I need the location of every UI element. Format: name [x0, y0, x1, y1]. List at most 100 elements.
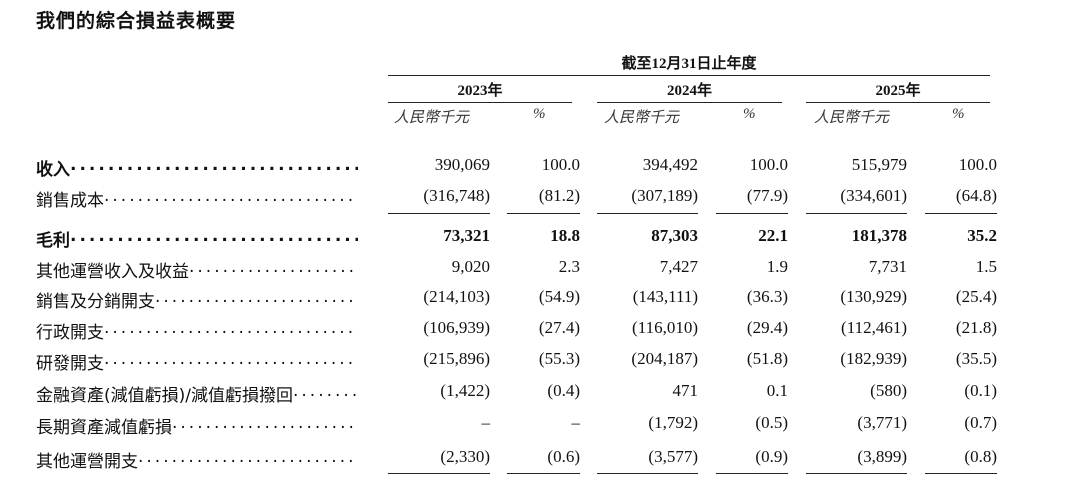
cell: (143,111)	[632, 287, 698, 306]
rule	[925, 213, 997, 214]
row-label: 銷售及分銷開支	[36, 287, 358, 312]
cell: (21.8)	[955, 318, 997, 337]
cell: (0.8)	[964, 447, 997, 466]
column-unit: %	[743, 106, 756, 122]
cell: (77.9)	[746, 186, 788, 205]
dot-leader	[155, 287, 358, 312]
cell: 100.0	[749, 155, 788, 174]
cell: (29.4)	[746, 318, 788, 337]
row-label: 研發開支	[36, 349, 358, 374]
cell: 1.9	[766, 257, 788, 276]
label-text: 長期資產減值虧損	[36, 418, 172, 438]
rule	[806, 102, 990, 103]
cell: (81.2)	[538, 186, 580, 205]
cell: (3,577)	[648, 447, 698, 466]
cell: (54.9)	[538, 287, 580, 306]
cell: 390,069	[434, 155, 490, 174]
row-label: 長期資產減值虧損	[36, 413, 358, 438]
rule	[806, 213, 907, 214]
cell: 73,321	[443, 226, 490, 245]
cell: 18.8	[550, 226, 580, 245]
cell: (0.4)	[547, 381, 580, 400]
cell: (580)	[870, 381, 907, 400]
cell: (27.4)	[538, 318, 580, 337]
cell: 515,979	[851, 155, 907, 174]
cell: (3,899)	[857, 447, 907, 466]
label-text: 研發開支	[36, 354, 104, 374]
cell: (215,896)	[423, 349, 490, 368]
row-label: 行政開支	[36, 318, 358, 343]
label-text: 收入	[36, 160, 70, 180]
cell: (3,771)	[857, 413, 907, 432]
year-header: 2023年	[457, 83, 503, 99]
title: 我們的綜合損益表概要	[36, 10, 237, 32]
dot-leader	[189, 257, 358, 282]
column-unit: 人民幣千元	[604, 110, 680, 126]
cell: 7,427	[659, 257, 698, 276]
column-unit: %	[952, 106, 965, 122]
label-text: 銷售成本	[36, 191, 104, 211]
year-header: 2025年	[875, 83, 921, 99]
dot-leader	[104, 349, 358, 374]
rule	[597, 473, 698, 474]
rule	[716, 473, 788, 474]
row-label: 收入	[36, 155, 358, 180]
cell: 100.0	[541, 155, 580, 174]
cell: 100.0	[958, 155, 997, 174]
cell: –	[481, 413, 491, 432]
label-text: 其他運營收入及收益	[36, 262, 189, 282]
row-label: 金融資產(減值虧損)/減值虧損撥回	[36, 381, 358, 406]
rule	[597, 213, 698, 214]
cell: 471	[672, 381, 699, 400]
cell: (0.5)	[755, 413, 788, 432]
rule	[388, 473, 490, 474]
rule	[388, 213, 490, 214]
column-unit: 人民幣千元	[814, 110, 890, 126]
cell: (307,189)	[631, 186, 698, 205]
period-header: 截至12月31日止年度	[621, 56, 757, 72]
cell: 2.3	[558, 257, 580, 276]
column-unit: %	[533, 106, 546, 122]
cell: 0.1	[766, 381, 788, 400]
cell: (35.5)	[955, 349, 997, 368]
cell: 9,020	[451, 257, 490, 276]
rule	[925, 473, 997, 474]
cell: (64.8)	[955, 186, 997, 205]
cell: (112,461)	[841, 318, 907, 337]
row-label: 其他運營開支	[36, 447, 358, 472]
dot-leader	[138, 447, 358, 472]
row-label: 毛利	[36, 226, 358, 251]
dot-leader	[70, 155, 358, 180]
cell: (204,187)	[631, 349, 698, 368]
row-label: 其他運營收入及收益	[36, 257, 358, 282]
cell: (130,929)	[840, 287, 907, 306]
dot-leader	[104, 318, 358, 343]
cell: (1,792)	[648, 413, 698, 432]
label-text: 其他運營開支	[36, 452, 138, 472]
cell: 7,731	[868, 257, 907, 276]
cell: (106,939)	[423, 318, 490, 337]
cell: –	[571, 413, 581, 432]
cell: 22.1	[758, 226, 788, 245]
cell: (316,748)	[423, 186, 490, 205]
dot-leader	[104, 186, 358, 211]
cell: 1.5	[975, 257, 997, 276]
cell: (116,010)	[632, 318, 698, 337]
rule	[388, 75, 990, 76]
cell: (182,939)	[840, 349, 907, 368]
cell: 87,303	[651, 226, 698, 245]
column-unit: 人民幣千元	[394, 110, 470, 126]
cell: (25.4)	[955, 287, 997, 306]
year-header: 2024年	[666, 83, 712, 99]
rule	[388, 102, 572, 103]
dot-leader	[172, 413, 358, 438]
label-text: 金融資產(減值虧損)/減值虧損撥回	[36, 386, 293, 406]
label-text: 銷售及分銷開支	[36, 292, 155, 312]
row-label: 銷售成本	[36, 186, 358, 211]
cell: (0.9)	[755, 447, 788, 466]
cell: 181,378	[851, 226, 907, 245]
rule	[597, 102, 782, 103]
cell: (0.1)	[964, 381, 997, 400]
cell: (214,103)	[423, 287, 490, 306]
